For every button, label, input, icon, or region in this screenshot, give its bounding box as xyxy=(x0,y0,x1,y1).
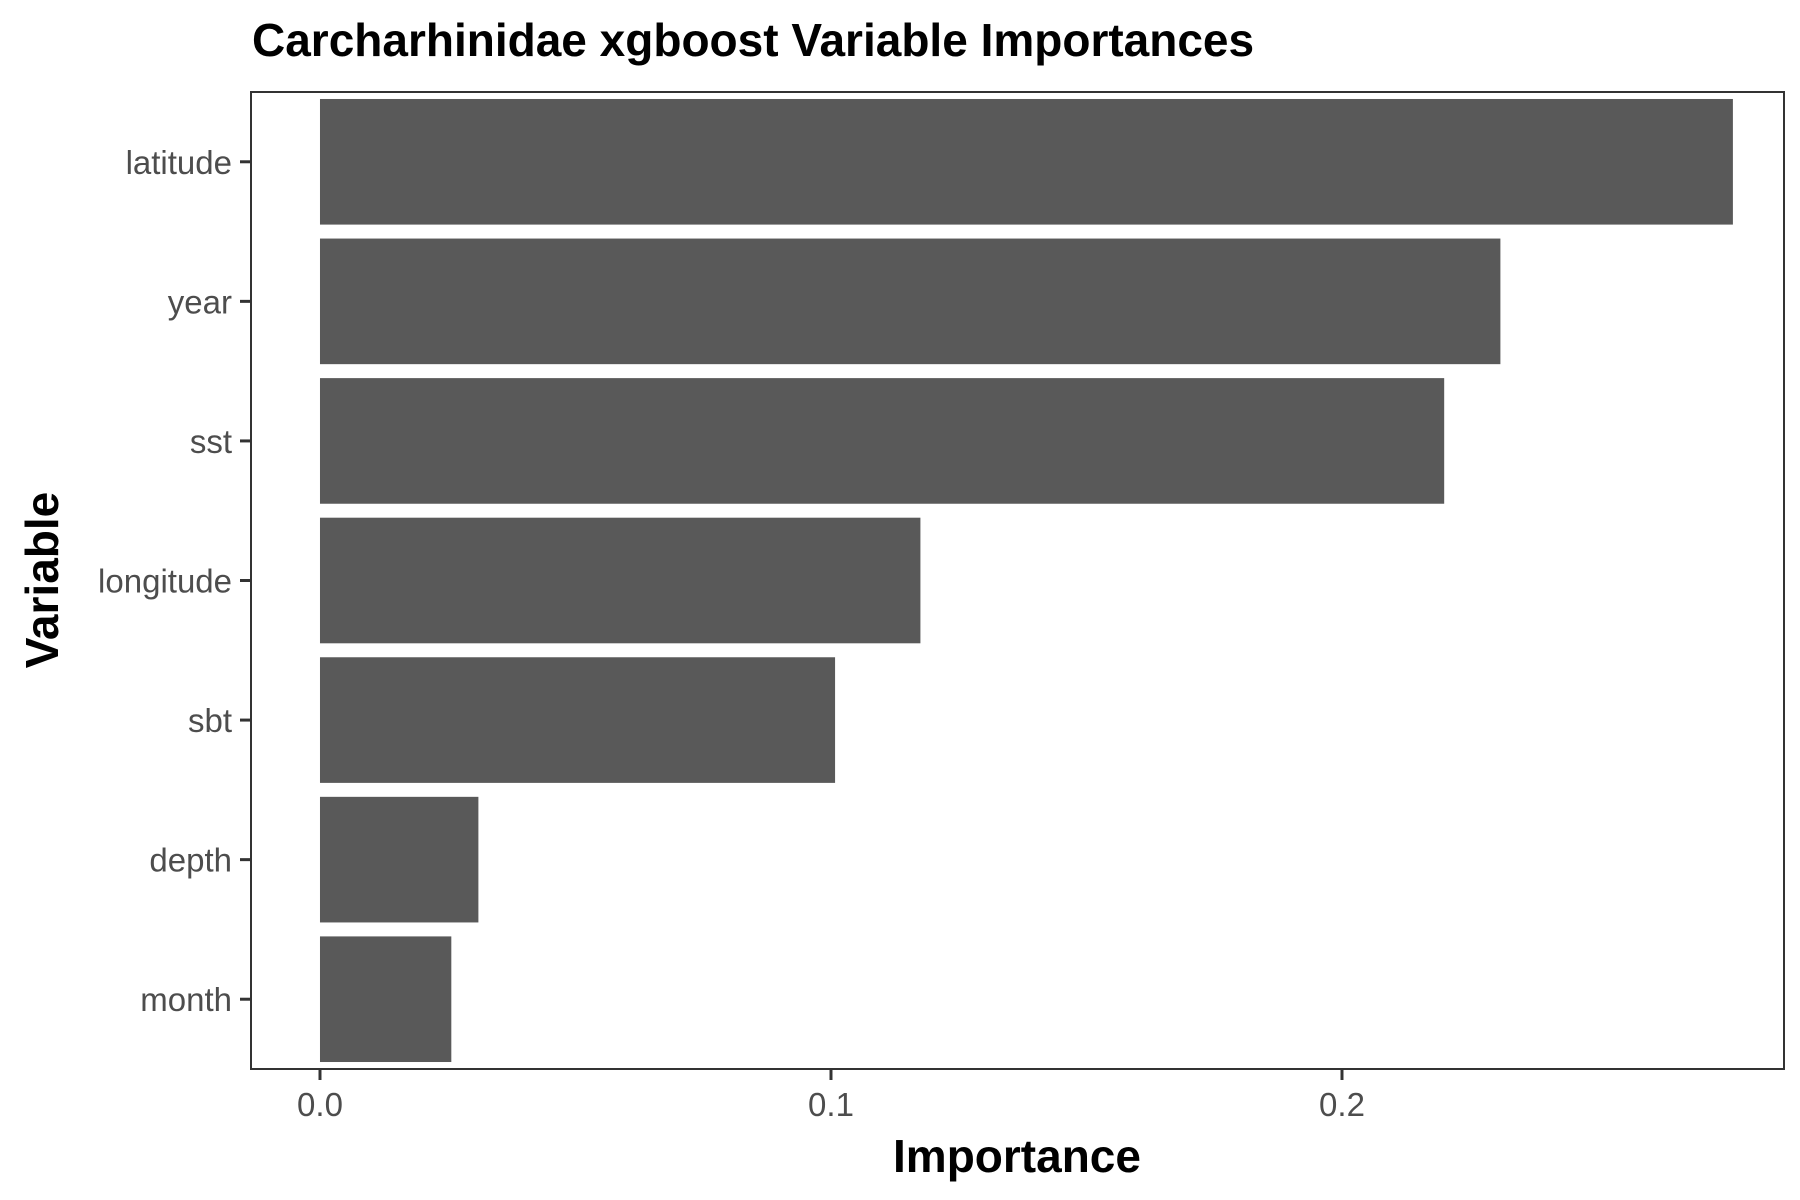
y-tick-label: month xyxy=(140,981,232,1018)
y-tick-label: year xyxy=(168,283,232,320)
x-axis: 0.0 0.1 0.2 xyxy=(297,1069,1365,1123)
y-tick-label: latitude xyxy=(126,144,232,181)
chart-title: Carcharhinidae xgboost Variable Importan… xyxy=(252,14,1254,66)
bar-longitude xyxy=(319,517,921,644)
bar-latitude xyxy=(319,98,1733,225)
bar-year xyxy=(319,238,1501,365)
bars-layer xyxy=(319,98,1733,1063)
y-tick-label: sst xyxy=(190,423,232,460)
y-tick-label: depth xyxy=(149,842,232,879)
bar-month xyxy=(319,936,452,1063)
bar-sst xyxy=(319,378,1445,504)
x-tick-label: 0.1 xyxy=(808,1086,854,1123)
x-tick-label: 0.2 xyxy=(1319,1086,1365,1123)
y-axis-title: Variable xyxy=(16,492,68,668)
x-axis-title: Importance xyxy=(893,1130,1141,1182)
y-tick-label: sbt xyxy=(188,702,232,739)
x-tick-label: 0.0 xyxy=(297,1086,343,1123)
bar-sbt xyxy=(319,657,836,783)
y-tick-label: longitude xyxy=(98,563,232,600)
bar-depth xyxy=(319,796,479,923)
y-axis: latitude year sst longitude sbt depth month xyxy=(98,144,251,1018)
